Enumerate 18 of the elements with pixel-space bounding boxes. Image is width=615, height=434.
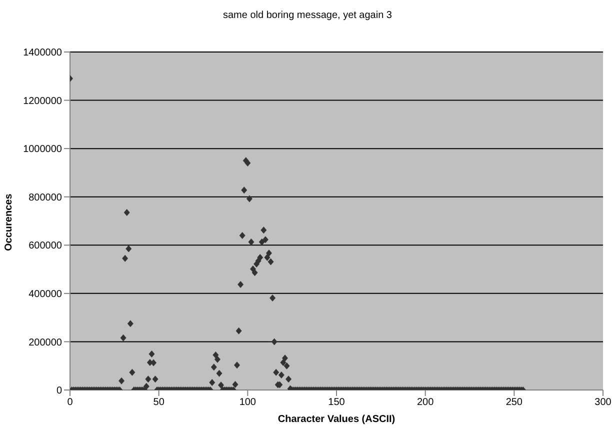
x-axis-title: Character Values (ASCII) <box>278 414 396 425</box>
x-tick-label: 200 <box>416 397 434 408</box>
x-tick-label: 0 <box>67 397 74 408</box>
y-tick-label: 0 <box>56 386 62 397</box>
chart-title: same old boring message, yet again 3 <box>222 10 393 21</box>
y-axis-title: Occurences <box>4 193 15 251</box>
x-tick-label: 150 <box>328 397 346 408</box>
x-tick-label: 300 <box>594 397 612 408</box>
y-tick-label: 1000000 <box>23 144 62 156</box>
x-tick-label: 250 <box>506 397 523 408</box>
y-tick-label: 800000 <box>28 192 62 204</box>
y-tick-label: 600000 <box>28 240 62 252</box>
y-tick-label: 400000 <box>28 288 62 300</box>
x-tick-label: 50 <box>153 397 165 408</box>
y-tick-label: 200000 <box>28 337 62 348</box>
y-tick-label: 1400000 <box>23 48 62 59</box>
x-tick-label: 100 <box>239 397 256 408</box>
y-tick-label: 1200000 <box>23 96 62 107</box>
